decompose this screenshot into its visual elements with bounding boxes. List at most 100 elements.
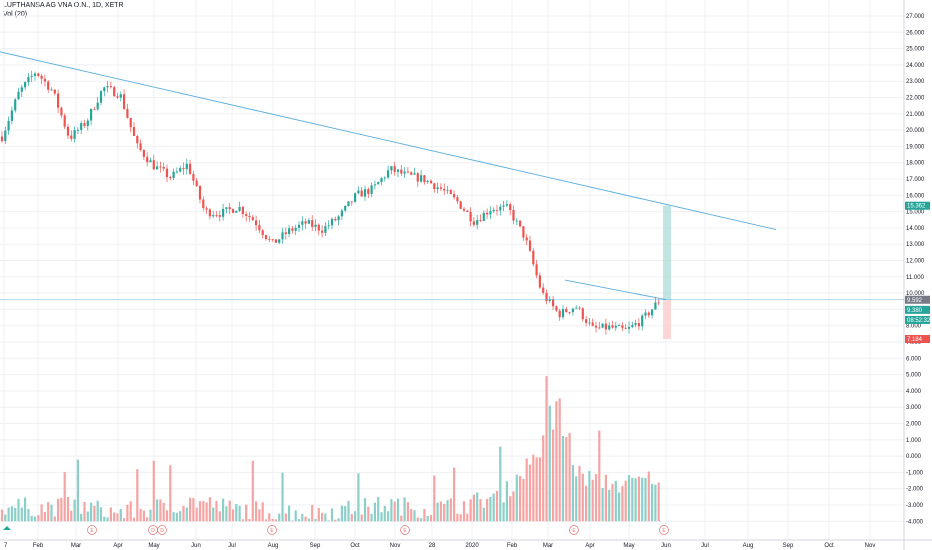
candle-body — [10, 110, 13, 121]
volume-bar — [423, 509, 426, 522]
volume-bar — [37, 515, 40, 522]
lower-stop-tag: 7.184 — [907, 337, 923, 343]
candle-body — [588, 322, 591, 324]
volume-bar — [162, 502, 165, 522]
volume-bar — [499, 446, 502, 522]
event-marker-icon — [87, 525, 97, 535]
volume-bar — [96, 500, 99, 522]
volume-bar — [347, 500, 350, 522]
volume-bar — [334, 519, 337, 522]
event-marker-label: E — [572, 528, 576, 534]
volume-bar — [215, 500, 218, 522]
volume-bar — [538, 457, 541, 522]
candle-body — [30, 75, 33, 77]
candle-body — [383, 177, 386, 179]
volume-bar — [53, 516, 56, 522]
candle-body — [545, 292, 548, 302]
candle-body — [357, 190, 360, 194]
candle-body — [169, 177, 172, 178]
event-marker-icon — [569, 525, 579, 535]
volume-bar — [387, 511, 390, 522]
volume-bar — [462, 501, 466, 522]
volume-bar — [393, 501, 396, 522]
event-marker-icon — [400, 525, 410, 535]
candle-body — [476, 220, 479, 225]
volume-indicator-label[interactable]: Vol (20) — [3, 11, 28, 18]
candle-body — [136, 135, 139, 144]
volume-bar — [301, 513, 304, 522]
candle-body — [651, 309, 654, 316]
volume-bar — [469, 499, 472, 522]
y-tick-label: 3.000 — [906, 405, 922, 411]
chart-symbol-title: LUFTHANSA AG VNA O.N., 1D, XETR — [3, 2, 124, 9]
event-marker[interactable]: E — [267, 525, 277, 535]
volume-bar — [644, 477, 647, 522]
candle-body — [641, 315, 644, 327]
event-marker[interactable]: D — [148, 525, 158, 535]
event-marker[interactable]: D — [157, 525, 167, 535]
y-tick-label: 23.000 — [906, 79, 925, 85]
candle-body — [637, 323, 640, 327]
candle-body — [654, 302, 657, 310]
volume-bar — [542, 435, 545, 522]
volume-bar — [433, 475, 436, 522]
volume-bar — [647, 471, 650, 522]
candle-body — [248, 215, 251, 218]
candle-body — [469, 211, 472, 222]
y-tick-label: 10.000 — [906, 291, 925, 297]
volume-bar — [575, 476, 578, 522]
volume-bar — [14, 507, 17, 522]
candle-body — [235, 210, 238, 213]
volume-bar — [33, 516, 37, 522]
candle-body — [222, 208, 225, 217]
y-tick-label: 24.000 — [906, 63, 925, 69]
candle-body — [4, 130, 7, 142]
volume-bar — [278, 513, 281, 522]
candle-body — [344, 205, 347, 211]
event-marker[interactable]: E — [569, 525, 579, 535]
volume-bar — [195, 507, 198, 522]
volume-bar — [363, 498, 367, 522]
dividend-icon — [3, 526, 11, 530]
event-marker[interactable]: E — [400, 525, 410, 535]
volume-bar — [380, 512, 383, 522]
y-tick-label: 26.000 — [906, 30, 925, 36]
time-axis: 7 Feb Mar Apr May Jun Jul Aug Sep Oct Nov 28 2020 Feb… — [4, 543, 875, 549]
volume-bar — [631, 477, 634, 522]
volume-bar — [261, 502, 264, 522]
candle-body — [90, 109, 93, 121]
volume-bar — [218, 511, 221, 522]
y-tick-label: 1.000 — [906, 438, 922, 444]
candle-body — [307, 220, 310, 224]
volume-bar — [367, 506, 370, 522]
candle-body — [350, 201, 353, 203]
volume-bar — [624, 480, 627, 522]
volume-bar — [340, 505, 343, 522]
x-tick-label: Jul — [701, 543, 709, 549]
event-marker[interactable]: E — [87, 525, 97, 535]
volume-bar — [383, 505, 386, 522]
volume-bar — [90, 502, 93, 522]
candle-body — [515, 220, 518, 222]
candle-body — [225, 207, 228, 209]
candle-body — [291, 228, 294, 231]
volume-bar — [241, 519, 244, 522]
candle-body — [245, 214, 248, 216]
volume-bar — [601, 488, 604, 522]
candle-body — [47, 81, 50, 90]
volume-bar — [439, 501, 442, 522]
candle-body — [406, 171, 409, 173]
candle-body — [377, 182, 380, 185]
candle-body — [535, 264, 538, 276]
candle-body — [601, 323, 604, 328]
candle-body — [215, 215, 218, 216]
volume-bar — [436, 502, 439, 522]
volume-bar — [10, 506, 13, 522]
candle-body — [634, 323, 637, 325]
candle-body — [614, 325, 617, 328]
event-marker[interactable]: E — [659, 525, 669, 535]
volume-bar — [505, 481, 508, 522]
candle-body — [489, 211, 492, 215]
candle-body — [456, 197, 459, 202]
